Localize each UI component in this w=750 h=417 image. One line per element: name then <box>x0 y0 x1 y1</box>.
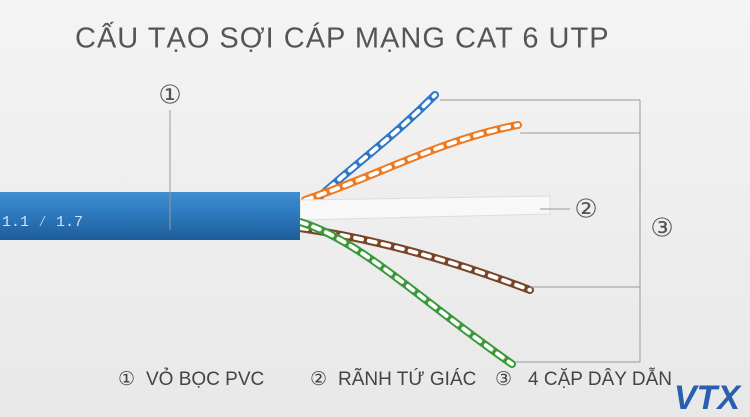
cable-jacket <box>0 192 300 240</box>
callout: ① <box>158 81 181 111</box>
legend-text: 4 CẶP DÂY DẪN <box>528 368 672 390</box>
legend-marker: ③ <box>495 369 512 390</box>
callout: ② <box>574 195 597 225</box>
legend-marker: ② <box>310 369 327 390</box>
callout: ③ <box>650 214 673 244</box>
cable-print: 1.1 ⁄ 1.7 <box>2 214 83 231</box>
legend-text: RÃNH TỨ GIÁC <box>338 368 476 390</box>
legend-text: VỎ BỌC PVC <box>146 368 264 390</box>
callout-lines <box>169 99 641 363</box>
wire-pairs <box>296 91 551 368</box>
legend-marker: ① <box>118 369 135 390</box>
title: CẤU TẠO SỢI CÁP MẠNG CAT 6 UTP <box>75 21 610 55</box>
logo: VTX <box>674 379 742 417</box>
